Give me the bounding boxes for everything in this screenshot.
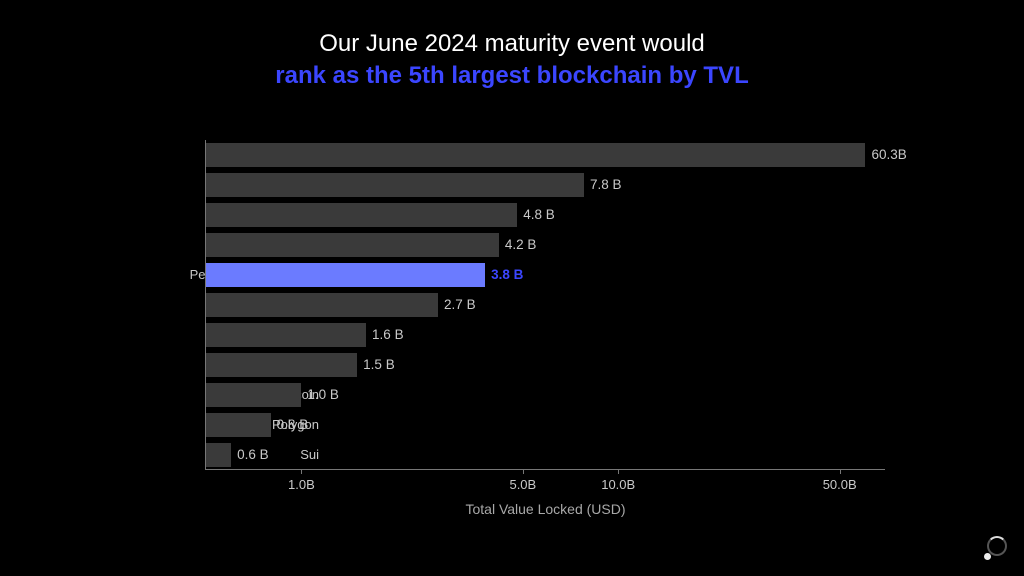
bar: [206, 383, 301, 407]
bar-value-label: 1.0 B: [301, 383, 339, 407]
bar-value-label: 4.8 B: [517, 203, 555, 227]
brand-logo-icon: [984, 536, 1010, 562]
bar: [206, 293, 438, 317]
bar: [206, 203, 517, 227]
x-tick: [523, 469, 524, 474]
bar: [206, 263, 485, 287]
bar: [206, 173, 584, 197]
x-tick: [301, 469, 302, 474]
bar: [206, 233, 499, 257]
x-tick: [618, 469, 619, 474]
bar: [206, 413, 271, 437]
bar-value-label: 2.7 B: [438, 293, 476, 317]
x-tick-label: 5.0B: [509, 477, 536, 492]
bar: [206, 143, 865, 167]
plot-region: Total Value Locked (USD) Ethereum60.3BTr…: [205, 140, 885, 470]
bar-value-label: 60.3B: [865, 143, 906, 167]
bar-value-label: 0.6 B: [231, 443, 269, 467]
x-axis-title: Total Value Locked (USD): [465, 501, 625, 517]
bar-value-label: 1.5 B: [357, 353, 395, 377]
bar-value-label: 3.8 B: [485, 263, 523, 287]
title-line-1: Our June 2024 maturity event would: [0, 28, 1024, 60]
bar-value-label: 7.8 B: [584, 173, 622, 197]
tvl-bar-chart: Total Value Locked (USD) Ethereum60.3BTr…: [85, 130, 915, 510]
x-tick-label: 10.0B: [601, 477, 635, 492]
bar: [206, 353, 357, 377]
chart-title: Our June 2024 maturity event would rank …: [0, 0, 1024, 93]
bar-value-label: 0.8 B: [271, 413, 309, 437]
x-tick: [840, 469, 841, 474]
bar: [206, 443, 231, 467]
x-tick-label: 1.0B: [288, 477, 315, 492]
x-tick-label: 50.0B: [823, 477, 857, 492]
bar-value-label: 4.2 B: [499, 233, 537, 257]
bar-value-label: 1.6 B: [366, 323, 404, 347]
bar: [206, 323, 366, 347]
title-line-2: rank as the 5th largest blockchain by TV…: [0, 60, 1024, 92]
